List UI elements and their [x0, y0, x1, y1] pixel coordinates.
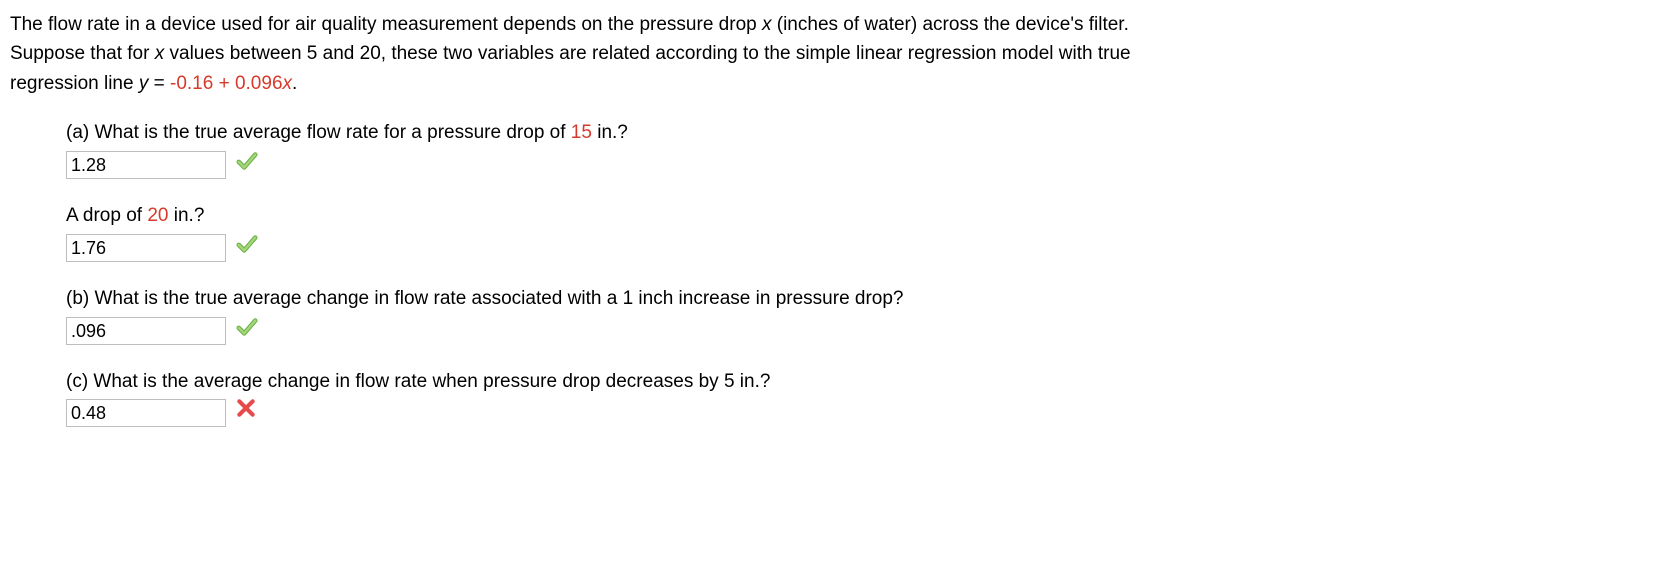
prompt-text: in.? — [592, 122, 628, 143]
intro-text: = — [148, 73, 170, 94]
intro-var-x: x — [155, 43, 165, 64]
regression-expression-x: x — [283, 73, 293, 94]
question-a-part2: A drop of 20 in.? — [66, 201, 1650, 264]
question-b: (b) What is the true average change in f… — [66, 284, 1650, 347]
checkmark-icon — [236, 233, 258, 264]
question-a-prompt: (a) What is the true average flow rate f… — [66, 118, 1650, 147]
prompt-value: 20 — [147, 205, 168, 226]
intro-text: The flow rate in a device used for air q… — [10, 14, 762, 35]
answer-input-a[interactable] — [66, 151, 226, 179]
prompt-value: 15 — [571, 122, 592, 143]
intro-line-3: regression line y = -0.16 + 0.096x. — [10, 69, 1650, 98]
intro-line-2: Suppose that for x values between 5 and … — [10, 39, 1650, 68]
checkmark-icon — [236, 316, 258, 347]
intro-text: . — [292, 73, 297, 94]
prompt-text: (a) What is the true average flow rate f… — [66, 122, 571, 143]
regression-expression-coeffs: -0.16 + 0.096 — [170, 73, 283, 94]
problem-intro: The flow rate in a device used for air q… — [10, 10, 1650, 98]
question-a: (a) What is the true average flow rate f… — [66, 118, 1650, 181]
question-a2-prompt: A drop of 20 in.? — [66, 201, 1650, 230]
intro-text: values between 5 and 20, these two varia… — [164, 43, 1130, 64]
question-b-prompt: (b) What is the true average change in f… — [66, 284, 1650, 313]
question-c: (c) What is the average change in flow r… — [66, 367, 1650, 428]
prompt-text: in.? — [168, 205, 204, 226]
intro-text: Suppose that for — [10, 43, 155, 64]
question-c-prompt: (c) What is the average change in flow r… — [66, 367, 1650, 396]
prompt-text: A drop of — [66, 205, 147, 226]
intro-text: (inches of water) across the device's fi… — [771, 14, 1128, 35]
intro-var-y: y — [139, 73, 149, 94]
cross-icon — [236, 398, 256, 427]
answer-input-a2[interactable] — [66, 234, 226, 262]
answer-input-b[interactable] — [66, 317, 226, 345]
intro-line-1: The flow rate in a device used for air q… — [10, 10, 1650, 39]
checkmark-icon — [236, 150, 258, 181]
intro-text: regression line — [10, 73, 139, 94]
answer-input-c[interactable] — [66, 399, 226, 427]
